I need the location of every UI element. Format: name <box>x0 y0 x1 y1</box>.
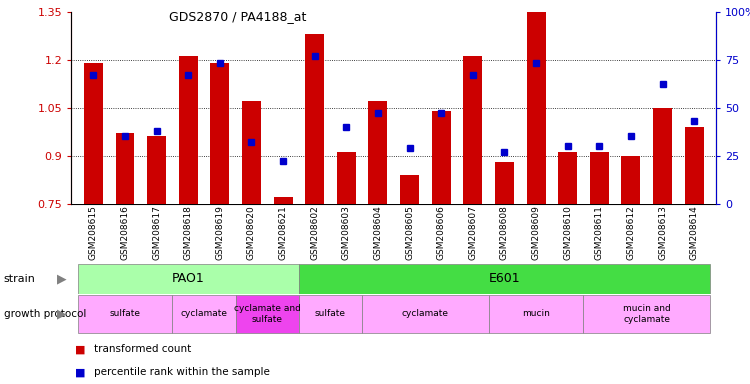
Bar <box>362 295 488 333</box>
Text: GSM208618: GSM208618 <box>184 205 193 260</box>
Text: ▶: ▶ <box>57 272 66 285</box>
Text: GSM208621: GSM208621 <box>278 205 287 260</box>
Bar <box>495 162 514 204</box>
Bar <box>464 56 482 204</box>
Text: GSM208611: GSM208611 <box>595 205 604 260</box>
Text: transformed count: transformed count <box>94 344 191 354</box>
Bar <box>558 152 578 204</box>
Text: GSM208608: GSM208608 <box>500 205 509 260</box>
Text: GSM208619: GSM208619 <box>215 205 224 260</box>
Text: PAO1: PAO1 <box>172 272 205 285</box>
Bar <box>84 63 103 204</box>
Text: mucin and
cyclamate: mucin and cyclamate <box>622 304 670 324</box>
Text: strain: strain <box>4 274 36 284</box>
Bar <box>274 197 292 204</box>
Bar <box>242 101 261 204</box>
Text: GSM208620: GSM208620 <box>247 205 256 260</box>
Text: GSM208612: GSM208612 <box>626 205 635 260</box>
Bar <box>147 136 166 204</box>
Text: GSM208614: GSM208614 <box>689 205 698 260</box>
Text: cyclamate and
sulfate: cyclamate and sulfate <box>234 304 301 324</box>
Text: ■: ■ <box>75 344 86 354</box>
Bar <box>432 111 451 204</box>
Text: GSM208602: GSM208602 <box>310 205 320 260</box>
Bar <box>299 295 362 333</box>
Bar <box>653 108 672 204</box>
Text: GSM208617: GSM208617 <box>152 205 161 260</box>
Text: sulfate: sulfate <box>110 310 140 318</box>
Text: mucin: mucin <box>522 310 550 318</box>
Bar <box>299 264 710 294</box>
Bar <box>590 152 609 204</box>
Text: GDS2870 / PA4188_at: GDS2870 / PA4188_at <box>169 10 306 23</box>
Bar <box>178 56 198 204</box>
Text: ■: ■ <box>75 367 86 377</box>
Bar <box>584 295 710 333</box>
Text: cyclamate: cyclamate <box>181 310 227 318</box>
Text: sulfate: sulfate <box>315 310 346 318</box>
Text: GSM208605: GSM208605 <box>405 205 414 260</box>
Bar <box>526 12 545 204</box>
Bar <box>77 264 299 294</box>
Bar <box>305 34 324 204</box>
Text: GSM208613: GSM208613 <box>658 205 667 260</box>
Bar <box>210 63 230 204</box>
Text: GSM208616: GSM208616 <box>121 205 130 260</box>
Bar <box>236 295 299 333</box>
Bar <box>622 156 640 204</box>
Text: GSM208610: GSM208610 <box>563 205 572 260</box>
Bar <box>488 295 584 333</box>
Text: GSM208609: GSM208609 <box>532 205 541 260</box>
Bar <box>172 295 236 333</box>
Text: percentile rank within the sample: percentile rank within the sample <box>94 367 270 377</box>
Text: ▶: ▶ <box>57 307 66 320</box>
Text: GSM208615: GSM208615 <box>89 205 98 260</box>
Bar <box>400 175 419 204</box>
Text: E601: E601 <box>488 272 520 285</box>
Bar <box>116 133 134 204</box>
Bar <box>685 127 703 204</box>
Text: cyclamate: cyclamate <box>402 310 448 318</box>
Bar <box>368 101 388 204</box>
Bar <box>337 152 356 204</box>
Text: growth protocol: growth protocol <box>4 309 86 319</box>
Text: GSM208607: GSM208607 <box>468 205 477 260</box>
Text: GSM208604: GSM208604 <box>374 205 382 260</box>
Text: GSM208603: GSM208603 <box>342 205 351 260</box>
Bar <box>77 295 172 333</box>
Text: GSM208606: GSM208606 <box>436 205 445 260</box>
